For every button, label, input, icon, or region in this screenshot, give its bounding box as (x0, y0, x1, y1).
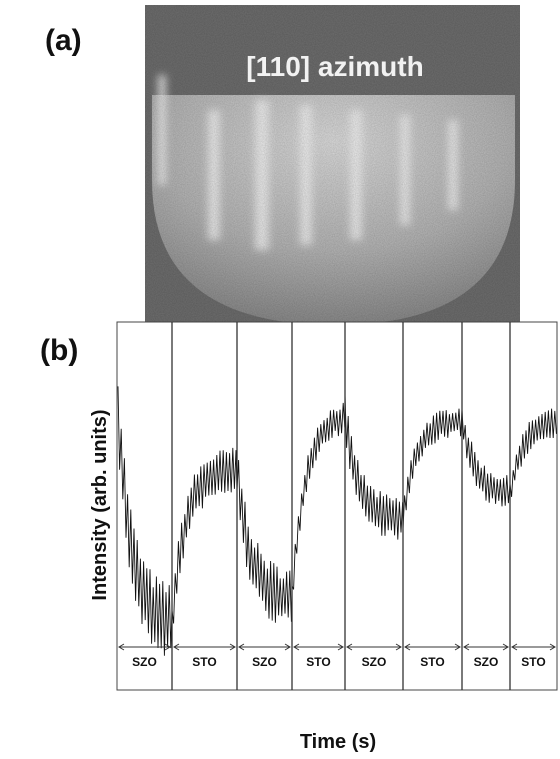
signal-trace (117, 386, 557, 656)
arrow-head (293, 643, 344, 651)
segment-label: SZO (252, 655, 277, 669)
panel-label: (b) (40, 334, 78, 367)
y-axis-label: Intensity (arb. units) (89, 409, 111, 600)
arrow-head (118, 643, 171, 651)
rheed-image (145, 5, 520, 330)
plot-area: SZO STO SZO STO SZO STO SZO STO (117, 322, 557, 690)
panel-label: (a) (45, 24, 82, 57)
segment-label: STO (192, 655, 216, 669)
arrow-head (404, 643, 461, 651)
arrow-head (346, 643, 402, 651)
arrow-head (173, 643, 236, 651)
arrow-head (238, 643, 291, 651)
segment-label: SZO (474, 655, 499, 669)
segment-label: STO (306, 655, 330, 669)
plot-frame (116, 321, 558, 691)
x-axis-label: Time (s) (300, 731, 376, 753)
arrow-head (511, 643, 556, 651)
arrow-head (463, 643, 509, 651)
segment-label: STO (420, 655, 444, 669)
segment-label: SZO (132, 655, 157, 669)
image-caption: [110] azimuth (246, 51, 423, 82)
segment-label: SZO (362, 655, 387, 669)
segment-label: STO (521, 655, 545, 669)
